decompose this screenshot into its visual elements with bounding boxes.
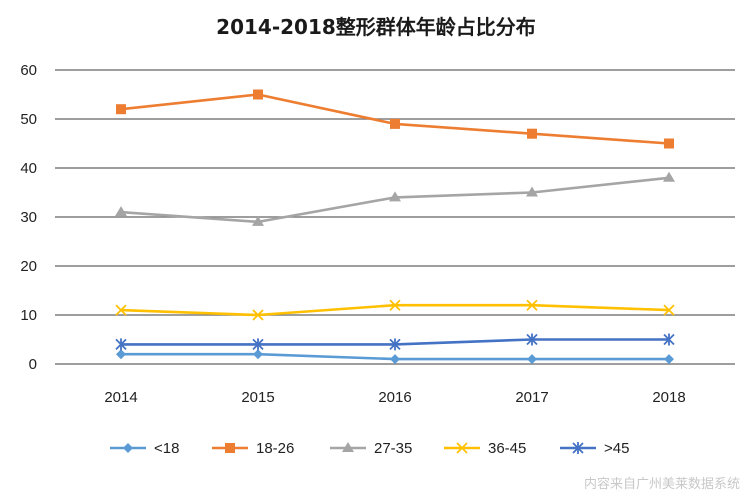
data-point [663,333,675,346]
y-tick-label: 50 [20,111,37,128]
legend-label: <18 [154,440,179,457]
data-point [527,354,537,365]
legend-marker [342,442,354,452]
y-tick-label: 20 [20,258,37,275]
data-point [527,128,537,139]
data-point [664,138,674,149]
data-point [389,338,401,351]
data-point [664,354,674,365]
x-tick-label: 2015 [241,389,274,406]
x-tick-label: 2014 [104,389,137,406]
legend-marker [572,442,584,454]
y-tick-label: 60 [20,62,37,79]
series-line [120,303,670,317]
legend-marker [123,443,133,453]
y-tick-label: 30 [20,209,37,226]
grid-lines [55,69,735,365]
data-point [253,89,263,100]
series-3 [115,299,675,321]
legend-label: >45 [604,440,629,457]
x-tick-label: 2016 [378,389,411,406]
y-axis: 0 10 20 30 40 50 60 [20,62,37,373]
y-tick-label: 0 [29,356,37,373]
series-1 [116,89,674,149]
series-0 [116,349,674,365]
legend-item: >45 [560,440,629,457]
data-point [390,118,400,129]
legend-item: <18 [110,440,179,457]
legend-label: 27-35 [374,440,412,457]
chart-title: 2014-2018整形群体年龄占比分布 [216,15,536,39]
y-tick-label: 10 [20,307,37,324]
data-point [526,186,538,197]
legend-marker [225,443,235,453]
legend-marker [456,442,468,454]
x-axis: 2014 2015 2016 2017 2018 [104,389,685,406]
series-2 [115,171,675,226]
x-tick-label: 2017 [515,389,548,406]
series-lines [115,89,675,365]
watermark-text: 内容来自广州美莱数据系统 [584,476,740,492]
data-point [116,349,126,360]
legend-label: 36-45 [488,440,526,457]
legend-item: 27-35 [330,440,412,457]
data-point [115,304,127,316]
data-point [526,299,538,311]
series-4 [115,333,675,351]
data-point [663,171,675,182]
data-point [115,338,127,351]
data-point [252,338,264,351]
legend-label: 18-26 [256,440,294,457]
data-point [253,349,263,360]
data-point [116,104,126,115]
data-point [115,206,127,217]
legend-item: 36-45 [444,440,526,457]
y-tick-label: 40 [20,160,37,177]
legend: <18 18-26 27-35 36-45 >45 [110,440,629,457]
x-tick-label: 2018 [652,389,685,406]
legend-item: 18-26 [212,440,294,457]
data-point [663,304,675,316]
data-point [389,191,401,202]
data-point [389,299,401,311]
data-point [252,309,264,321]
data-point [252,215,264,226]
data-point [390,354,400,365]
data-point [526,333,538,346]
